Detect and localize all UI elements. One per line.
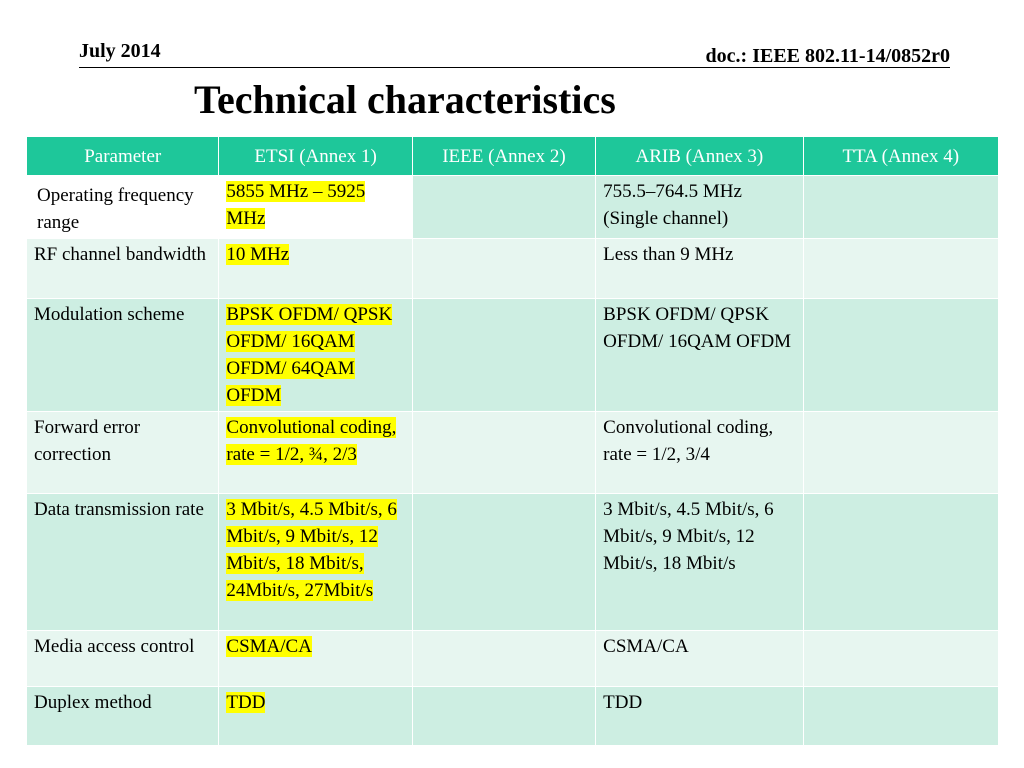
tta-cell: [802, 630, 1000, 687]
arib-cell: CSMA/CA: [595, 630, 804, 687]
column-header-ieee: IEEE (Annex 2): [411, 137, 597, 176]
header-divider: [79, 67, 950, 68]
etsi-value: 3 Mbit/s, 4.5 Mbit/s, 6 Mbit/s, 9 Mbit/s…: [226, 499, 397, 601]
parameter-cell: Duplex method: [25, 686, 220, 745]
column-header-etsi: ETSI (Annex 1): [218, 137, 413, 176]
tta-cell: [802, 493, 1000, 631]
column-header-tta: TTA (Annex 4): [802, 137, 1000, 176]
table-row: Data transmission rate 3 Mbit/s, 4.5 Mbi…: [25, 493, 1000, 631]
tta-cell: [802, 411, 1000, 494]
etsi-value: TDD: [226, 692, 266, 713]
header-date: July 2014: [79, 40, 161, 62]
table-row: RF channel bandwidth 10 MHz Less than 9 …: [25, 238, 1000, 299]
tta-cell: [802, 238, 1000, 299]
characteristics-table: Parameter ETSI (Annex 1) IEEE (Annex 2) …: [25, 137, 1000, 745]
tta-cell: [802, 298, 1000, 412]
table-header-row: Parameter ETSI (Annex 1) IEEE (Annex 2) …: [25, 137, 1000, 176]
parameter-cell: Media access control: [25, 630, 220, 687]
arib-cell: Convolutional coding, rate = 1/2, 3/4: [595, 411, 804, 494]
slide-title: Technical characteristics: [194, 77, 616, 122]
etsi-cell: TDD: [218, 686, 413, 745]
table-row: Modulation scheme BPSK OFDM/ QPSK OFDM/ …: [25, 298, 1000, 412]
ieee-cell: [411, 298, 597, 412]
parameter-cell: Data transmission rate: [25, 493, 220, 631]
header-doc-id: doc.: IEEE 802.11-14/0852r0: [705, 45, 950, 67]
column-header-parameter: Parameter: [25, 137, 220, 176]
parameter-cell: Forward error correction: [25, 411, 220, 494]
etsi-cell: Convolutional coding, rate = 1/2, ¾, 2/3: [218, 411, 413, 494]
parameter-cell: Modulation scheme: [25, 298, 220, 412]
etsi-value: 5855 MHz – 5925 MHz: [226, 181, 366, 229]
etsi-value: CSMA/CA: [226, 636, 312, 657]
etsi-cell: BPSK OFDM/ QPSK OFDM/ 16QAM OFDM/ 64QAM …: [218, 298, 413, 412]
arib-cell: 3 Mbit/s, 4.5 Mbit/s, 6 Mbit/s, 9 Mbit/s…: [595, 493, 804, 631]
etsi-value: BPSK OFDM/ QPSK OFDM/ 16QAM OFDM/ 64QAM …: [226, 304, 393, 406]
etsi-cell: CSMA/CA: [218, 630, 413, 687]
etsi-cell: 3 Mbit/s, 4.5 Mbit/s, 6 Mbit/s, 9 Mbit/s…: [218, 493, 413, 631]
arib-cell: Less than 9 MHz: [595, 238, 804, 299]
ieee-cell: [411, 238, 597, 299]
tta-cell: [802, 686, 1000, 745]
ieee-cell: [411, 630, 597, 687]
ieee-cell: [411, 411, 597, 494]
etsi-value: Convolutional coding, rate = 1/2, ¾, 2/3: [226, 417, 397, 465]
ieee-cell: [411, 175, 597, 239]
parameter-cell: Operating frequency range: [25, 175, 220, 239]
table-row: Forward error correction Convolutional c…: [25, 411, 1000, 494]
parameter-cell: RF channel bandwidth: [25, 238, 220, 299]
tta-cell: [802, 175, 1000, 239]
etsi-cell: 5855 MHz – 5925 MHz: [218, 175, 413, 239]
table-row: Operating frequency range 5855 MHz – 592…: [25, 175, 1000, 239]
arib-cell: 755.5–764.5 MHz (Single channel): [595, 175, 804, 239]
etsi-value: 10 MHz: [226, 244, 290, 265]
table-row: Duplex method TDD TDD: [25, 686, 1000, 745]
ieee-cell: [411, 686, 597, 745]
etsi-cell: 10 MHz: [218, 238, 413, 299]
ieee-cell: [411, 493, 597, 631]
arib-cell: BPSK OFDM/ QPSK OFDM/ 16QAM OFDM: [595, 298, 804, 412]
arib-cell: TDD: [595, 686, 804, 745]
column-header-arib: ARIB (Annex 3): [595, 137, 804, 176]
table-row: Media access control CSMA/CA CSMA/CA: [25, 630, 1000, 687]
